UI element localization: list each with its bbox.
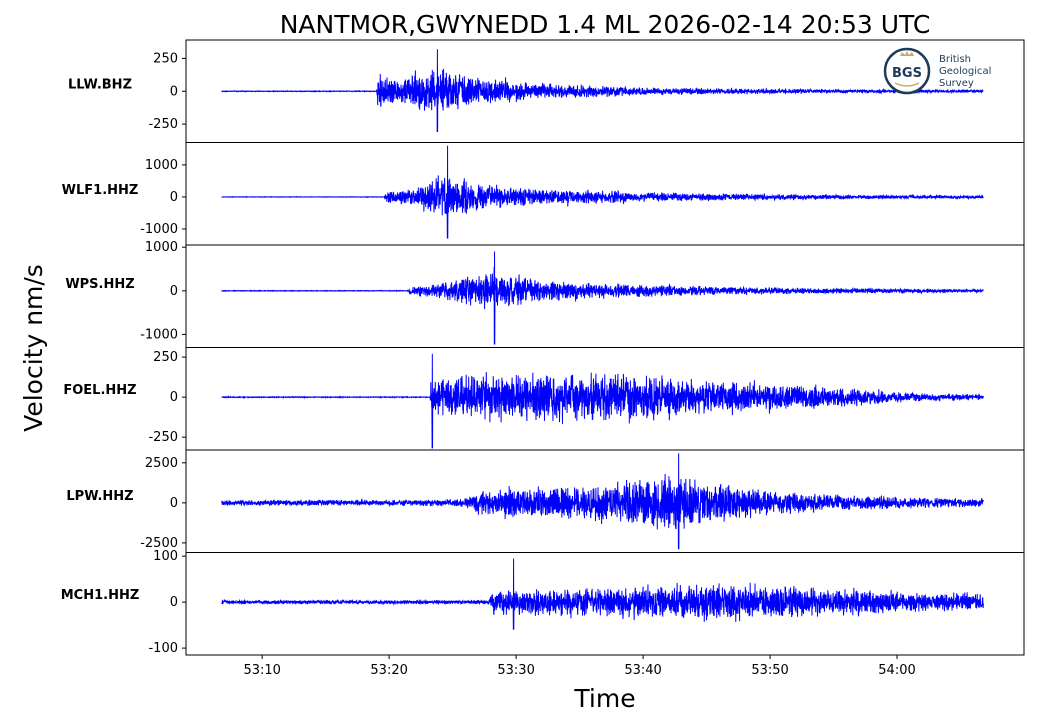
x-axis-label: Time <box>573 684 635 713</box>
waveform-trace <box>221 145 984 239</box>
panel-frame <box>185 142 1025 246</box>
x-tick-label: 53:20 <box>370 663 407 678</box>
station-label: WLF1.HHZ <box>62 183 139 198</box>
y-tick-label: 100 <box>153 549 178 564</box>
logo-swoosh-icon <box>894 82 920 87</box>
panel-wps-hhz: WPS.HHZ 1000 0 -1000 <box>65 240 1025 348</box>
y-tick-label: 0 <box>170 84 178 99</box>
y-tick-label: 0 <box>170 390 178 405</box>
y-tick-label: 2500 <box>145 456 178 471</box>
y-tick-label: 250 <box>153 51 178 66</box>
station-label: LLW.BHZ <box>68 77 132 92</box>
x-tick-label: 53:50 <box>751 663 788 678</box>
crown-icon <box>900 51 914 56</box>
y-tick-label: -250 <box>148 430 178 445</box>
station-label: WPS.HHZ <box>65 277 134 292</box>
bgs-logo: BGS British Geological Survey <box>883 47 991 95</box>
panel-wlf1-hhz: WLF1.HHZ 1000 0 -1000 <box>62 142 1025 246</box>
y-tick-label: -250 <box>148 117 178 132</box>
bgs-logo-name-line-1: British <box>939 54 971 65</box>
bgs-logo-name-line-2: Geological <box>939 66 991 77</box>
waveform-trace <box>221 453 984 550</box>
y-tick-label: 250 <box>153 350 178 365</box>
panel-foel-hhz: FOEL.HHZ 250 0 -250 <box>63 347 1025 451</box>
station-label: LPW.HHZ <box>66 489 133 504</box>
station-label: MCH1.HHZ <box>61 588 140 603</box>
bgs-logo-name-line-3: Survey <box>939 78 974 89</box>
y-tick-label: 0 <box>170 284 178 299</box>
panels-layer: LLW.BHZ2500-250WLF1.HHZ10000-1000WPS.HHZ… <box>61 39 1025 656</box>
y-tick-label: 1000 <box>145 158 178 173</box>
waveform-trace <box>221 558 984 630</box>
waveform-trace <box>221 251 984 345</box>
y-tick-label: 0 <box>170 595 178 610</box>
panel-llw-bhz: LLW.BHZ 250 0 -250 <box>68 39 1025 143</box>
x-tick-label: 54:00 <box>878 663 915 678</box>
panel-lpw-hhz: LPW.HHZ 2500 0 -2500 <box>66 449 1025 553</box>
y-tick-label: 1000 <box>145 240 178 255</box>
station-label: FOEL.HHZ <box>63 383 136 398</box>
bgs-logo-ring <box>883 47 931 95</box>
y-tick-label: -1000 <box>140 327 178 342</box>
y-tick-label: 0 <box>170 190 178 205</box>
y-tick-label: 0 <box>170 496 178 511</box>
chart-title: NANTMOR,GWYNEDD 1.4 ML 2026-02-14 20:53 … <box>280 10 931 39</box>
y-tick-label: -100 <box>148 641 178 656</box>
y-tick-label: -1000 <box>140 222 178 237</box>
panel-frame <box>185 244 1025 348</box>
waveform-trace <box>221 49 984 132</box>
panel-frame <box>185 552 1025 656</box>
x-tick-label: 53:10 <box>243 663 280 678</box>
x-axis: 53:10 53:20 53:30 53:40 53:50 54:00 <box>243 655 916 678</box>
x-tick-label: 53:40 <box>624 663 661 678</box>
bgs-logo-emblem-text: BGS <box>892 66 922 81</box>
panel-mch1-hhz: MCH1.HHZ 100 0 -100 <box>61 549 1025 656</box>
y-tick-label: -2500 <box>140 536 178 551</box>
waveform-trace <box>221 353 984 449</box>
y-axis-label: Velocity nm/s <box>19 264 48 432</box>
x-tick-label: 53:30 <box>497 663 534 678</box>
